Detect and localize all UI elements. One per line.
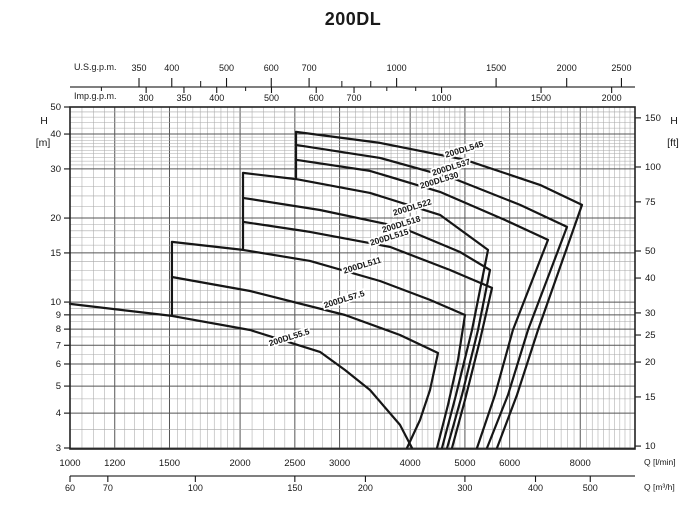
bottom-tick-label: 1500 <box>159 458 180 469</box>
bottom-tick-label: 5000 <box>454 458 475 469</box>
us-gpm-tick-label: 600 <box>264 63 279 73</box>
imp-gpm-tick-label: 400 <box>209 93 224 103</box>
right-tick-label: 25 <box>645 330 656 341</box>
imp-gpm-tick-label: 700 <box>347 93 362 103</box>
right-axis-unit: [ft] <box>667 137 679 149</box>
left-tick-label: 3 <box>56 443 61 454</box>
left-tick-label: 4 <box>56 408 61 419</box>
bottom-tick-label: 2000 <box>230 458 251 469</box>
pump-curve-200DL57.5 <box>170 275 440 450</box>
left-tick-label: 9 <box>56 310 61 321</box>
chart-title: 200DL <box>324 9 382 29</box>
us-gpm-tick-label: 2000 <box>557 63 577 73</box>
left-tick-label: 6 <box>56 359 61 370</box>
plot-border <box>69 106 636 450</box>
right-tick-label: 40 <box>645 273 656 284</box>
bottom-tick-label: 1200 <box>104 458 125 469</box>
bottom-tick-label: 4000 <box>400 458 421 469</box>
right-axis-symbol: H <box>670 115 678 127</box>
us-gpm-tick-label: 400 <box>164 63 179 73</box>
curve-label-200DL511: 200DL511 <box>342 255 383 276</box>
us-gpm-tick-label: 500 <box>219 63 234 73</box>
imp-gpm-tick-label: 500 <box>264 93 279 103</box>
m3h-tick-label: 100 <box>188 483 203 493</box>
m3h-tick-label: 400 <box>528 483 543 493</box>
right-tick-label: 15 <box>645 392 656 403</box>
bottom-tick-label: 6000 <box>499 458 520 469</box>
m3h-tick-label: 60 <box>65 483 75 493</box>
us-gpm-tick-label: 1500 <box>486 63 506 73</box>
m3h-tick-label: 300 <box>457 483 472 493</box>
right-tick-label: 30 <box>645 308 656 319</box>
right-tick-label: 75 <box>645 197 656 208</box>
bottom-tick-label: 3000 <box>329 458 350 469</box>
curve-labels: 200DL55.5200DL57.5200DL511200DL515200DL5… <box>266 137 487 350</box>
bottom-tick-label: 1000 <box>59 458 80 469</box>
right-tick-label: 100 <box>645 162 661 173</box>
left-tick-label: 20 <box>50 213 61 224</box>
flow-axis-unit-m3h: Q [m³/h] <box>644 482 675 492</box>
right-tick-label: 150 <box>645 113 661 124</box>
bottom-tick-label: 2500 <box>284 458 305 469</box>
us-gpm-tick-label: 2500 <box>611 63 631 73</box>
imp-gpm-tick-label: 1500 <box>531 93 551 103</box>
pump-curve-200DL518 <box>241 196 492 450</box>
imp-gpm-tick-label: 300 <box>139 93 154 103</box>
pump-curves <box>68 130 584 450</box>
left-tick-label: 30 <box>50 164 61 175</box>
right-tick-label: 20 <box>645 357 656 368</box>
imp-gpm-tick-label: 350 <box>176 93 191 103</box>
imp-gpm-tick-label: 2000 <box>602 93 622 103</box>
m3h-tick-label: 150 <box>287 483 302 493</box>
imp-gpm-tick-label: 600 <box>309 93 324 103</box>
left-axis-unit: [m] <box>35 137 51 149</box>
flow-axis-unit-lmin: Q [l/min] <box>644 457 676 467</box>
left-tick-label: 40 <box>50 129 61 140</box>
bottom-tick-label: 8000 <box>570 458 591 469</box>
right-tick-label: 10 <box>645 441 656 452</box>
left-tick-label: 15 <box>50 248 61 259</box>
imp-gpm-tick-label: 1000 <box>432 93 452 103</box>
secondary-scales: 350 400 500 600 700 1000 1500 2000 2500 300 350 400… <box>65 63 635 493</box>
pump-curve-200DL530 <box>294 158 550 450</box>
pump-curve-200DL515 <box>241 220 494 450</box>
pump-curve-200DL537 <box>294 143 569 450</box>
us-gpm-tick-label: 700 <box>302 63 317 73</box>
m3h-tick-label: 200 <box>358 483 373 493</box>
us-gpm-scale-label: U.S.g.p.m. <box>74 62 117 72</box>
curve-label-200DL57.5: 200DL57.5 <box>323 288 366 310</box>
m3h-tick-label: 500 <box>583 483 598 493</box>
us-gpm-tick-label: 1000 <box>387 63 407 73</box>
imp-gpm-scale-label: Imp.g.p.m. <box>74 91 117 101</box>
right-tick-label: 50 <box>645 246 656 257</box>
left-tick-label: 50 <box>50 102 61 113</box>
us-gpm-tick-label: 350 <box>131 63 146 73</box>
pump-curve-200DL545 <box>294 130 584 450</box>
log-grid <box>69 106 635 449</box>
m3h-tick-label: 70 <box>103 483 113 493</box>
pump-curve-200DL511 <box>170 240 467 450</box>
left-tick-label: 5 <box>56 381 61 392</box>
plot-frame-and-ticks: 50 40 30 20 15 10 9 8 7 6 5 4 3 150 100 75 50 40 30 25 20 15 1… <box>50 102 660 469</box>
left-axis-symbol: H <box>40 115 48 127</box>
pump-curve-200DL522 <box>241 171 490 450</box>
left-tick-label: 10 <box>50 297 61 308</box>
pump-curve-200DL55.5 <box>68 302 414 450</box>
left-tick-label: 8 <box>56 324 61 335</box>
left-tick-label: 7 <box>56 340 61 351</box>
